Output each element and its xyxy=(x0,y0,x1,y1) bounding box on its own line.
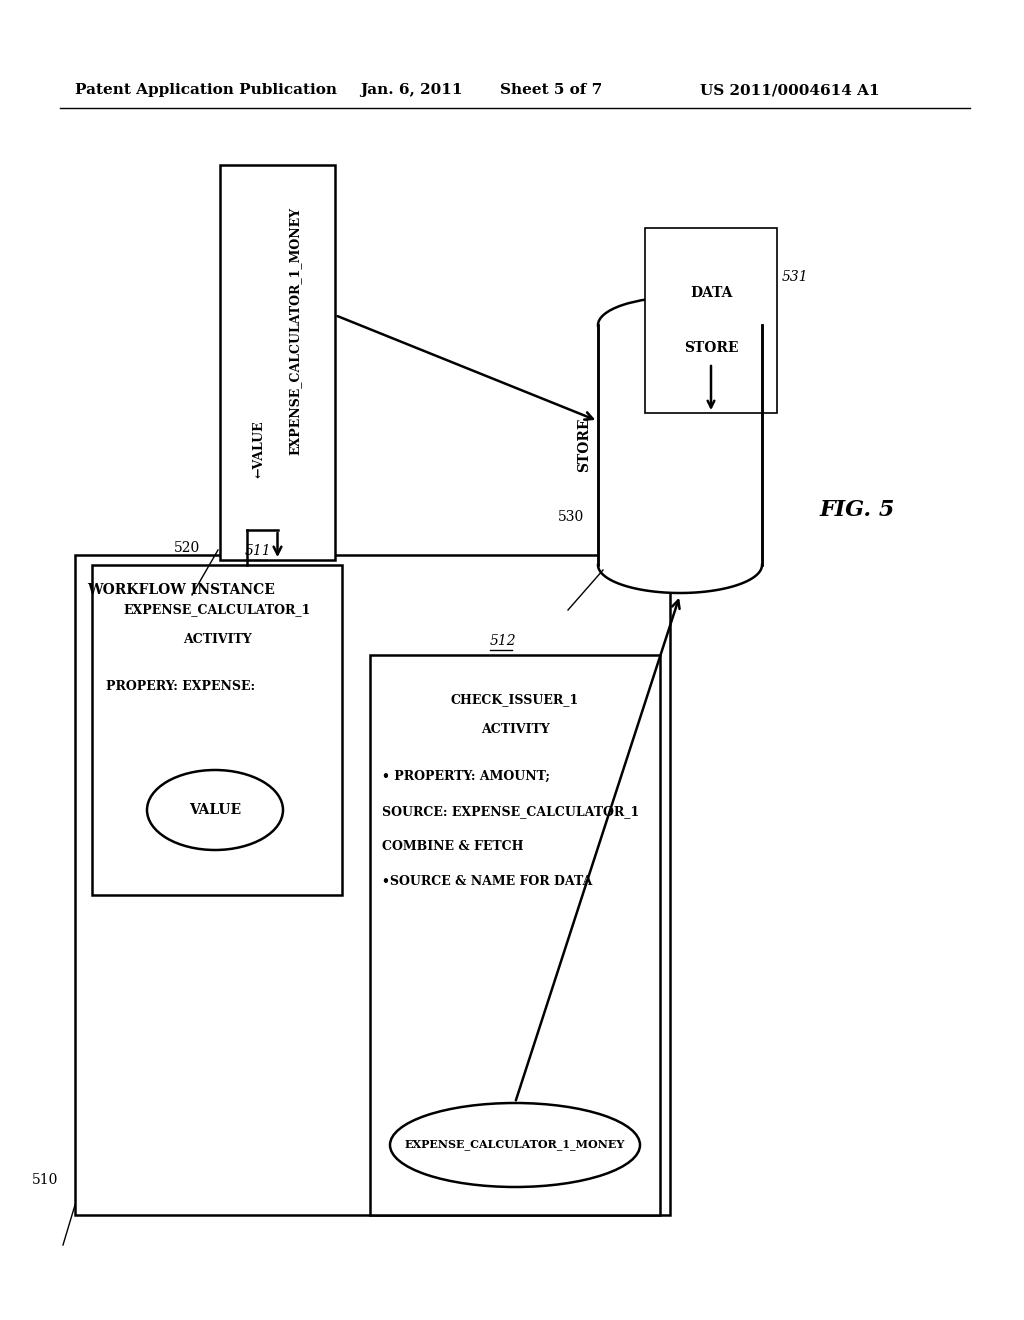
Text: US 2011/0004614 A1: US 2011/0004614 A1 xyxy=(700,83,880,96)
Text: EXPENSE_CALCULATOR_1: EXPENSE_CALCULATOR_1 xyxy=(123,603,310,616)
Text: 511: 511 xyxy=(245,544,271,558)
Text: CHECK_ISSUER_1: CHECK_ISSUER_1 xyxy=(451,693,580,706)
Text: EXPENSE_CALCULATOR_1_MONEY: EXPENSE_CALCULATOR_1_MONEY xyxy=(289,207,302,455)
Text: PROPERY: EXPENSE:: PROPERY: EXPENSE: xyxy=(106,680,255,693)
Ellipse shape xyxy=(390,1104,640,1187)
Text: COMBINE & FETCH: COMBINE & FETCH xyxy=(382,840,523,853)
Bar xyxy=(75,554,670,1214)
Text: 520: 520 xyxy=(174,541,200,554)
Text: STORE: STORE xyxy=(684,342,738,355)
Text: Sheet 5 of 7: Sheet 5 of 7 xyxy=(500,83,602,96)
Text: DATA: DATA xyxy=(690,285,732,300)
Text: ACTIVITY: ACTIVITY xyxy=(480,723,549,737)
Text: Jan. 6, 2011: Jan. 6, 2011 xyxy=(360,83,463,96)
Text: ACTIVITY: ACTIVITY xyxy=(182,634,251,645)
Text: VALUE: VALUE xyxy=(189,803,241,817)
Text: EXPENSE_CALCULATOR_1_MONEY: EXPENSE_CALCULATOR_1_MONEY xyxy=(404,1139,626,1151)
Text: •SOURCE & NAME FOR DATA: •SOURCE & NAME FOR DATA xyxy=(382,875,592,888)
Text: 530: 530 xyxy=(558,510,585,524)
Text: Patent Application Publication: Patent Application Publication xyxy=(75,83,337,96)
Bar xyxy=(220,165,335,560)
Text: WORKFLOW INSTANCE: WORKFLOW INSTANCE xyxy=(87,583,274,597)
Text: 512: 512 xyxy=(490,634,517,648)
Bar xyxy=(370,655,660,1214)
Polygon shape xyxy=(598,325,762,565)
Ellipse shape xyxy=(598,297,762,352)
Text: SOURCE: EXPENSE_CALCULATOR_1: SOURCE: EXPENSE_CALCULATOR_1 xyxy=(382,805,639,818)
Text: 531: 531 xyxy=(782,271,809,284)
Ellipse shape xyxy=(147,770,283,850)
Bar xyxy=(92,565,342,895)
Bar xyxy=(645,228,777,413)
Text: STORE: STORE xyxy=(577,417,591,473)
Text: 510: 510 xyxy=(32,1173,58,1187)
Text: • PROPERTY: AMOUNT;: • PROPERTY: AMOUNT; xyxy=(382,770,550,783)
Text: FIG. 5: FIG. 5 xyxy=(820,499,895,521)
Ellipse shape xyxy=(598,537,762,593)
Text: ←VALUE: ←VALUE xyxy=(253,421,266,478)
